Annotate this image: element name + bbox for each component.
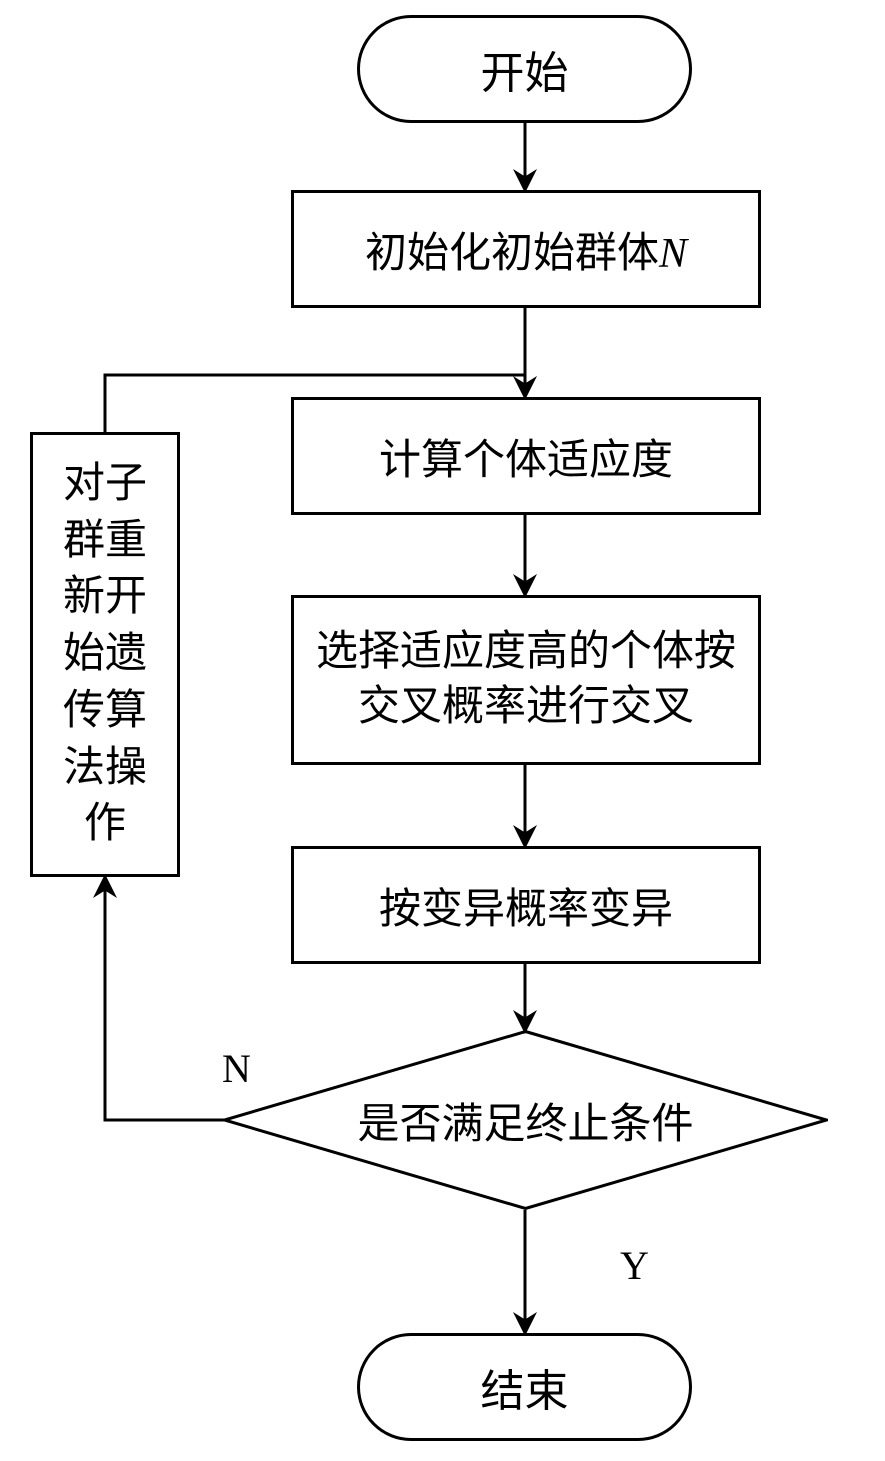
flow-decision-label: 是否满足终止条件 xyxy=(357,1090,693,1151)
flow-fitness-label: 计算个体适应度 xyxy=(379,426,673,487)
decision-yes-label: Y xyxy=(620,1242,649,1289)
flow-end-label: 结束 xyxy=(481,1355,569,1419)
flow-mutate-label: 按变异概率变异 xyxy=(379,875,673,936)
flow-loopback-node: 对子群重新开始遗传算法操作 xyxy=(30,432,180,877)
flow-fitness-node: 计算个体适应度 xyxy=(291,397,761,515)
flow-loopback-label: 对子群重新开始遗传算法操作 xyxy=(43,456,167,853)
flow-decision-node: 是否满足终止条件 xyxy=(223,1030,828,1210)
flow-mutate-node: 按变异概率变异 xyxy=(291,846,761,964)
flow-init-node: 初始化初始群体N xyxy=(291,190,761,308)
flow-start-label: 开始 xyxy=(481,37,569,101)
flow-end-node: 结束 xyxy=(357,1333,692,1441)
flow-start-node: 开始 xyxy=(357,15,692,123)
flow-crossover-label: 选择适应度高的个体按交叉概率进行交叉 xyxy=(312,625,740,734)
decision-no-label: N xyxy=(222,1045,251,1092)
flow-init-label: 初始化初始群体N xyxy=(365,219,687,280)
flow-crossover-node: 选择适应度高的个体按交叉概率进行交叉 xyxy=(291,595,761,765)
